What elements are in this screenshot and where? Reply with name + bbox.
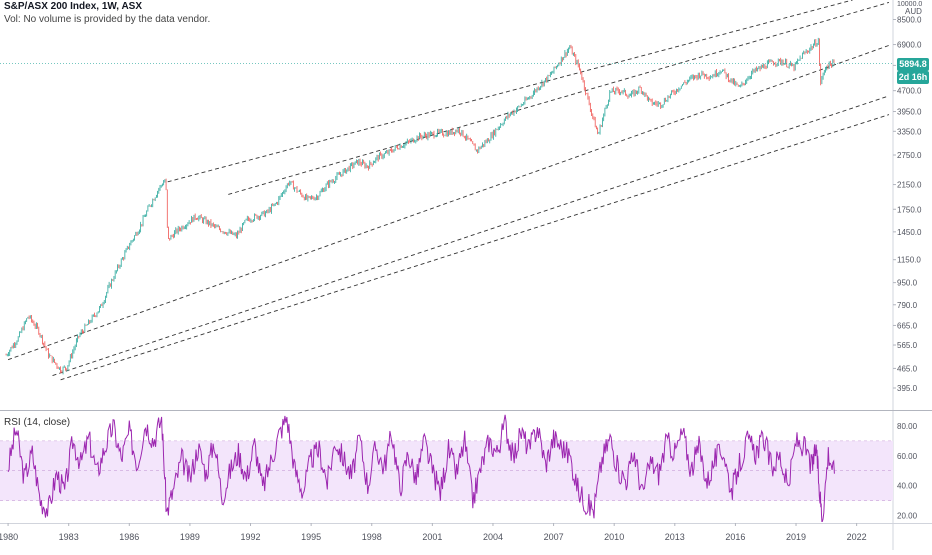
- price-tick-label: 565.0: [897, 341, 918, 350]
- price-tick-label: 3950.0: [897, 108, 922, 117]
- last-price-tag: 5894.8: [897, 58, 929, 71]
- price-tick-label: 790.0: [897, 301, 918, 310]
- price-tick-label: 465.0: [897, 364, 918, 373]
- time-tick-label: 1989: [180, 532, 200, 542]
- channel-line-2: [228, 1, 890, 195]
- time-tick-label: 2013: [665, 532, 685, 542]
- time-tick-label: 1992: [241, 532, 261, 542]
- price-tick-label: 665.0: [897, 321, 918, 330]
- channel-line-4: [52, 95, 890, 377]
- time-tick-label: 2019: [786, 532, 806, 542]
- time-tick-label: 1983: [59, 532, 79, 542]
- time-tick-label: 2022: [847, 532, 867, 542]
- time-tick-label: 1986: [119, 532, 139, 542]
- time-tick-label: 2016: [725, 532, 745, 542]
- rsi-line: [7, 414, 835, 522]
- price-tick-label: 8500.0: [897, 16, 922, 25]
- price-tick-label: 2150.0: [897, 181, 922, 190]
- rsi-tick-label: 60.00: [897, 452, 918, 461]
- rsi-tick-label: 40.00: [897, 482, 918, 491]
- time-tick-label: 2007: [544, 532, 564, 542]
- rsi-tick-label: 20.00: [897, 512, 918, 521]
- volume-note: Vol: No volume is provided by the data v…: [4, 14, 211, 25]
- time-tick-label: 2004: [483, 532, 503, 542]
- chart-title: S&P/ASX 200 Index, 1W, ASX: [4, 1, 143, 12]
- time-tick-label: 2001: [422, 532, 442, 542]
- price-tick-label: 2750.0: [897, 151, 922, 160]
- time-tick-label: 1980: [0, 532, 18, 542]
- rsi-legend: RSI (14, close): [4, 417, 71, 428]
- price-axis-top-label: 10000.0: [897, 1, 922, 8]
- price-tick-label: 4700.0: [897, 87, 922, 96]
- time-tick-label: 2010: [604, 532, 624, 542]
- channel-line-3: [7, 45, 890, 361]
- currency-label: AUD: [905, 7, 922, 16]
- price-tick-label: 3350.0: [897, 127, 922, 136]
- price-series: [5, 37, 835, 375]
- price-tick-label: 6900.0: [897, 41, 922, 50]
- price-tick-label: 395.0: [897, 384, 918, 393]
- time-tick-label: 1995: [301, 532, 321, 542]
- price-tick-label: 1450.0: [897, 228, 922, 237]
- channel-line-5: [60, 114, 890, 381]
- time-tick-label: 1998: [362, 532, 382, 542]
- rsi-tick-label: 80.00: [897, 422, 918, 431]
- price-tick-label: 1150.0: [897, 256, 921, 265]
- price-tick-label: 1750.0: [897, 205, 922, 214]
- channel-line-1: [167, 0, 853, 183]
- price-tick-label: 950.0: [897, 279, 918, 288]
- bar-countdown-tag: 2d 16h: [897, 71, 929, 84]
